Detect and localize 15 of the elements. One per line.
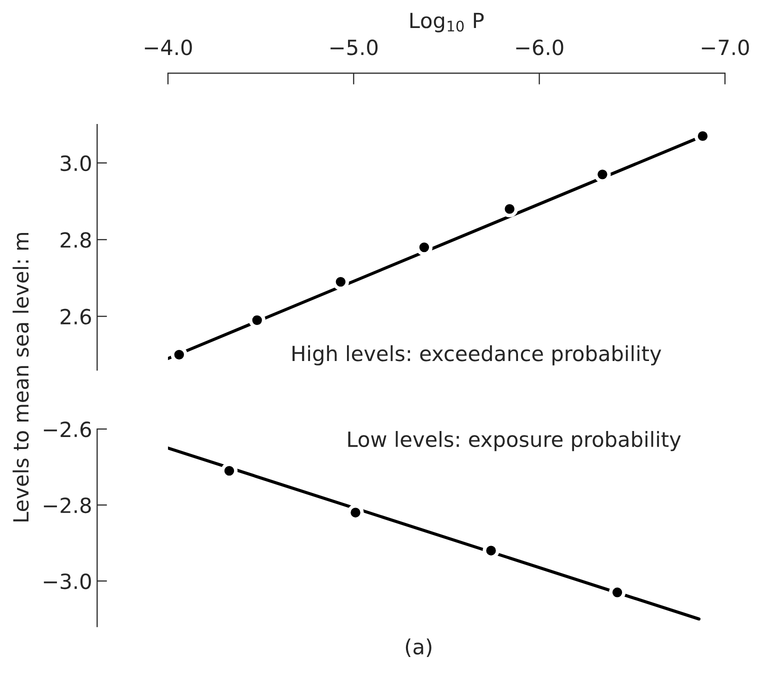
x-tick-label: −7.0 [702,40,749,56]
y-tick-label: 2.6 [60,308,91,325]
y-axis-title: Levels to mean sea level: m [12,232,29,522]
y-tick-label: 2.8 [60,232,91,248]
text: (a) [406,638,432,658]
x-axis-title: Log$_{10}$ P [410,12,484,32]
y-tick-label: 3.0 [60,155,91,172]
x-tick-label: −4.0 [144,40,192,56]
y-tick-label: −3.0 [44,573,91,590]
annotation: Low levels: exposure probability [348,431,681,452]
x-tick-label: −6.0 [516,40,564,56]
annotation: High levels: exceedance probability [292,345,662,366]
y-tick-label: −2.8 [44,497,91,514]
x-tick-label: −5.0 [330,40,378,56]
y-tick-label: −2.6 [44,421,91,438]
